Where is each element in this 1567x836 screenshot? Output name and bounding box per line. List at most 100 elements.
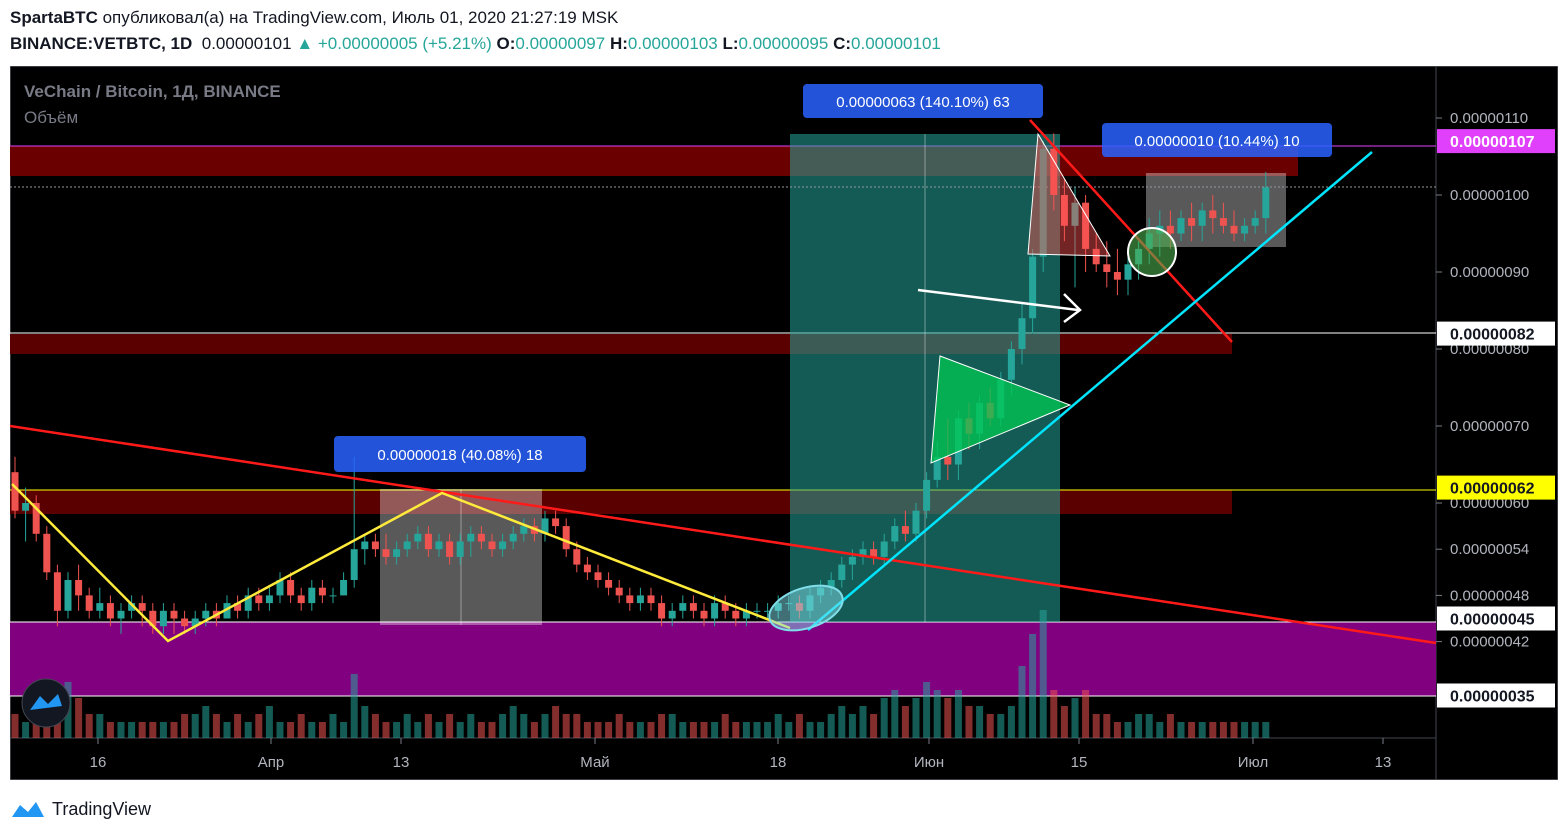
- open-value: 0.00000097: [515, 34, 606, 53]
- measure-box-rally: [790, 134, 1060, 622]
- candle: [244, 587, 252, 619]
- candle: [435, 533, 443, 557]
- price-label: 0.00000082: [1437, 321, 1555, 346]
- candle: [297, 587, 305, 611]
- volume-bar: [520, 714, 528, 738]
- volume-bar: [1124, 722, 1132, 738]
- time-tick-label: Июл: [1238, 754, 1268, 771]
- volume-bar: [1029, 634, 1037, 738]
- volume-bar: [626, 722, 634, 738]
- volume-bar: [1251, 722, 1259, 738]
- candle: [117, 603, 125, 634]
- candle: [1082, 195, 1090, 272]
- volume-bar: [901, 706, 909, 738]
- candle: [1092, 233, 1100, 272]
- volume-bar: [636, 722, 644, 738]
- volume-bar: [732, 722, 740, 738]
- volume-legend: Объём: [24, 108, 78, 127]
- volume-bar: [1018, 666, 1026, 738]
- candle: [96, 587, 104, 619]
- time-axis[interactable]: 16 Апр 13 Май 18 Июн 15 Июл 13: [90, 738, 1392, 771]
- volume-bar: [382, 722, 390, 738]
- time-tick-label: Июн: [914, 754, 944, 771]
- candle: [1251, 210, 1259, 234]
- local-downtrend-line: [1029, 119, 1233, 343]
- candle: [43, 526, 51, 580]
- volume-bar: [944, 698, 952, 738]
- price-change: ▲ +0.00000005 (+5.21%): [296, 34, 492, 53]
- candle: [361, 533, 369, 565]
- candle: [234, 595, 242, 619]
- volume-bar: [562, 714, 570, 738]
- candle: [1219, 202, 1227, 234]
- volume-bar: [541, 714, 549, 738]
- candle: [371, 533, 379, 557]
- candle: [128, 595, 136, 619]
- time-tick-label: Апр: [258, 754, 284, 771]
- zigzag-pattern: [11, 483, 791, 643]
- volume-bar: [658, 714, 666, 738]
- candle: [308, 580, 316, 611]
- volume-bar: [149, 722, 157, 738]
- candle: [1103, 241, 1111, 288]
- price-label-text: 0.00000035: [1450, 689, 1535, 706]
- pennant-triangle: [930, 355, 1072, 464]
- candle: [149, 603, 157, 634]
- candle: [403, 533, 411, 557]
- candle: [870, 541, 878, 565]
- author-name[interactable]: SpartaBTC: [10, 8, 98, 27]
- candle: [1018, 302, 1026, 365]
- low-label: L:: [722, 34, 739, 53]
- volume-bar: [923, 682, 931, 738]
- candle: [1029, 248, 1037, 334]
- price-chart[interactable]: 0.00000063 (140.10%) 63 0.00000010 (10.4…: [10, 66, 1558, 780]
- volume-bar: [668, 714, 676, 738]
- candle: [181, 610, 189, 634]
- volume-bar: [414, 722, 422, 738]
- volume-bar: [276, 722, 284, 738]
- price-axis[interactable]: 0.000001100.000001000.000000900.00000080…: [1436, 110, 1555, 708]
- high-label: H:: [609, 34, 628, 53]
- bear-flag-triangle: [1027, 132, 1111, 257]
- volume-bar: [880, 698, 888, 738]
- candle: [393, 541, 401, 565]
- volume-bar: [22, 722, 30, 738]
- volume-bar: [467, 714, 475, 738]
- volume-bar: [573, 714, 581, 738]
- zones-layer: [10, 134, 1436, 697]
- close-value: 0.00000101: [851, 34, 941, 53]
- volume-bar: [785, 722, 793, 738]
- volume-bar: [329, 714, 337, 738]
- candle: [1124, 256, 1132, 296]
- volume-bar: [1262, 722, 1270, 738]
- candle: [414, 526, 422, 550]
- candle: [891, 518, 899, 550]
- volume-bar: [1241, 722, 1249, 738]
- volume-bar: [11, 714, 19, 738]
- candle: [689, 595, 697, 619]
- tv-logo-badge: [21, 678, 71, 728]
- time-tick-label: 18: [770, 754, 787, 771]
- volume-bar: [583, 722, 591, 738]
- candle: [456, 533, 464, 565]
- volume-bar: [318, 722, 326, 738]
- volume-bar: [138, 722, 146, 738]
- volume-bar: [287, 722, 295, 738]
- price-label-text: 0.00000062: [1450, 481, 1535, 498]
- volume-bar: [530, 722, 538, 738]
- candle: [64, 572, 72, 619]
- candle: [170, 603, 178, 634]
- candle: [1071, 187, 1079, 288]
- volume-bar: [1177, 722, 1185, 738]
- volume-bar: [244, 722, 252, 738]
- brand-name[interactable]: TradingView: [52, 798, 152, 819]
- volume-bar: [1039, 610, 1047, 738]
- price-label: 0.00000107: [1437, 129, 1555, 154]
- volume-bar: [488, 722, 496, 738]
- candle: [75, 564, 83, 611]
- volume-bar: [1082, 690, 1090, 738]
- volume-bar: [53, 722, 61, 738]
- tradingview-logo-icon: [12, 802, 44, 817]
- volume-bar: [1007, 706, 1015, 738]
- volume-bar: [1145, 714, 1153, 738]
